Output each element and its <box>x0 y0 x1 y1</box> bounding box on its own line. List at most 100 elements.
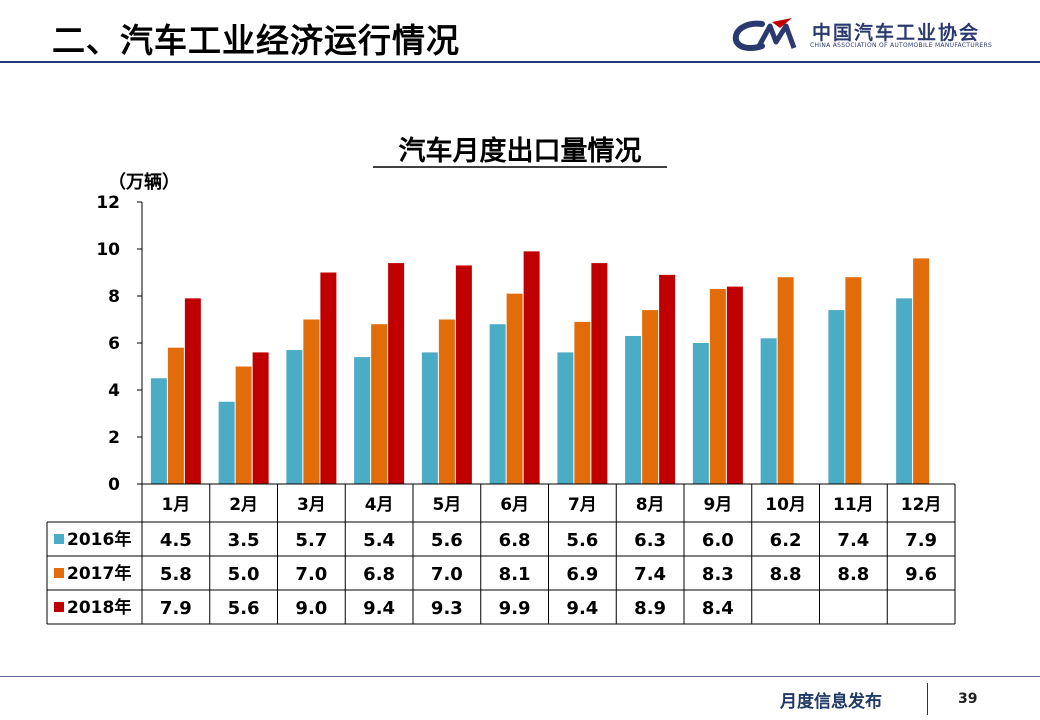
data-label: 7.0 <box>295 564 327 585</box>
bar-2016年-10月 <box>760 338 777 484</box>
footer-label: 月度信息发布 <box>780 692 882 712</box>
data-label: 6.8 <box>363 564 395 585</box>
bar-2018年-2月 <box>252 352 269 484</box>
y-tick-label: 8 <box>108 287 120 307</box>
data-label: 8.3 <box>702 564 734 585</box>
x-tick-label: 1月 <box>161 495 190 515</box>
bar-2018年-7月 <box>591 263 608 484</box>
data-label: 6.0 <box>702 530 734 551</box>
legend-label: 2018年 <box>67 597 131 618</box>
bar-2016年-5月 <box>421 352 438 484</box>
bar-2018年-3月 <box>320 272 337 484</box>
data-label: 5.6 <box>431 530 463 551</box>
bar-2016年-8月 <box>625 335 642 484</box>
bar-2017年-1月 <box>167 347 184 484</box>
bar-2016年-1月 <box>150 378 167 484</box>
data-label: 7.9 <box>905 530 937 551</box>
y-axis-unit-label: （万辆） <box>108 171 180 193</box>
y-tick-label: 0 <box>108 475 120 495</box>
footer-vertical-divider <box>927 683 928 715</box>
data-label: 8.8 <box>837 564 869 585</box>
bar-2018年-6月 <box>523 251 540 484</box>
legend-swatch-2018年 <box>54 602 64 612</box>
logo-text-cn: 中国汽车工业协会 <box>812 22 981 44</box>
bar-2016年-7月 <box>557 352 574 484</box>
x-tick-label: 11月 <box>833 495 874 515</box>
bar-2016年-4月 <box>354 357 371 484</box>
data-label: 9.4 <box>363 598 395 619</box>
data-label: 8.8 <box>770 564 802 585</box>
legend-swatch-2016年 <box>54 534 64 544</box>
bar-2017年-9月 <box>709 288 726 484</box>
x-tick-label: 3月 <box>297 495 326 515</box>
y-tick-label: 2 <box>108 428 120 448</box>
bar-2018年-5月 <box>455 265 472 484</box>
data-label: 5.4 <box>363 530 395 551</box>
x-tick-label: 9月 <box>703 495 732 515</box>
bar-2017年-7月 <box>574 321 591 484</box>
x-tick-label: 10月 <box>765 495 806 515</box>
bar-2016年-11月 <box>828 310 845 484</box>
x-tick-label: 12月 <box>901 495 942 515</box>
data-label: 9.9 <box>499 598 531 619</box>
data-label: 5.6 <box>228 598 260 619</box>
cam-logo-icon <box>732 18 797 51</box>
data-label: 7.0 <box>431 564 463 585</box>
data-label: 6.8 <box>499 530 531 551</box>
bar-2017年-6月 <box>506 293 523 484</box>
data-label: 7.4 <box>634 564 666 585</box>
data-label: 9.4 <box>566 598 598 619</box>
data-label: 8.9 <box>634 598 666 619</box>
y-tick-label: 10 <box>96 240 120 260</box>
data-label: 4.5 <box>160 530 192 551</box>
bar-2018年-8月 <box>659 274 676 484</box>
bar-2017年-5月 <box>438 319 455 484</box>
x-tick-label: 5月 <box>432 495 461 515</box>
data-label: 5.7 <box>295 530 327 551</box>
x-tick-label: 4月 <box>365 495 394 515</box>
data-label: 9.3 <box>431 598 463 619</box>
legend-label: 2016年 <box>67 529 131 550</box>
x-tick-label: 8月 <box>636 495 665 515</box>
logo-text-en: CHINA ASSOCIATION OF AUTOMOBILE MANUFACT… <box>810 42 993 49</box>
bar-2017年-11月 <box>845 277 862 484</box>
data-label: 5.6 <box>566 530 598 551</box>
legend-swatch-2017年 <box>54 568 64 578</box>
page-title: 二、汽车工业经济运行情况 <box>52 21 460 60</box>
data-label: 9.0 <box>295 598 327 619</box>
bar-2017年-3月 <box>303 319 320 484</box>
page-number: 39 <box>958 691 978 707</box>
bar-2016年-3月 <box>286 350 303 484</box>
bar-2018年-4月 <box>388 263 405 484</box>
bar-2018年-9月 <box>726 286 743 484</box>
data-label: 7.4 <box>837 530 869 551</box>
bar-2017年-12月 <box>913 258 930 484</box>
x-tick-label: 7月 <box>568 495 597 515</box>
y-tick-label: 12 <box>96 193 120 213</box>
header-divider <box>0 61 1040 63</box>
data-label: 6.3 <box>634 530 666 551</box>
footer-divider-line <box>0 676 1040 677</box>
bar-2016年-12月 <box>896 298 913 484</box>
cam-logo: 中国汽车工业协会 CHINA ASSOCIATION OF AUTOMOBILE… <box>732 16 1012 56</box>
data-label: 5.0 <box>228 564 260 585</box>
bar-2016年-6月 <box>489 324 506 484</box>
data-label: 8.4 <box>702 598 734 619</box>
x-tick-label: 2月 <box>229 495 258 515</box>
data-label: 7.9 <box>160 598 192 619</box>
bar-2016年-2月 <box>218 401 235 484</box>
legend-label: 2017年 <box>67 563 131 584</box>
y-tick-label: 6 <box>108 334 120 354</box>
y-tick-label: 4 <box>108 381 120 401</box>
data-label: 5.8 <box>160 564 192 585</box>
bar-2016年-9月 <box>692 343 709 484</box>
chart-title: 汽车月度出口量情况 <box>399 135 642 167</box>
bar-2017年-4月 <box>371 324 388 484</box>
data-label: 9.6 <box>905 564 937 585</box>
bar-2017年-10月 <box>777 277 794 484</box>
data-label: 6.2 <box>770 530 802 551</box>
bar-2017年-8月 <box>642 310 659 484</box>
bar-2018年-1月 <box>184 298 201 484</box>
bar-2017年-2月 <box>235 366 252 484</box>
